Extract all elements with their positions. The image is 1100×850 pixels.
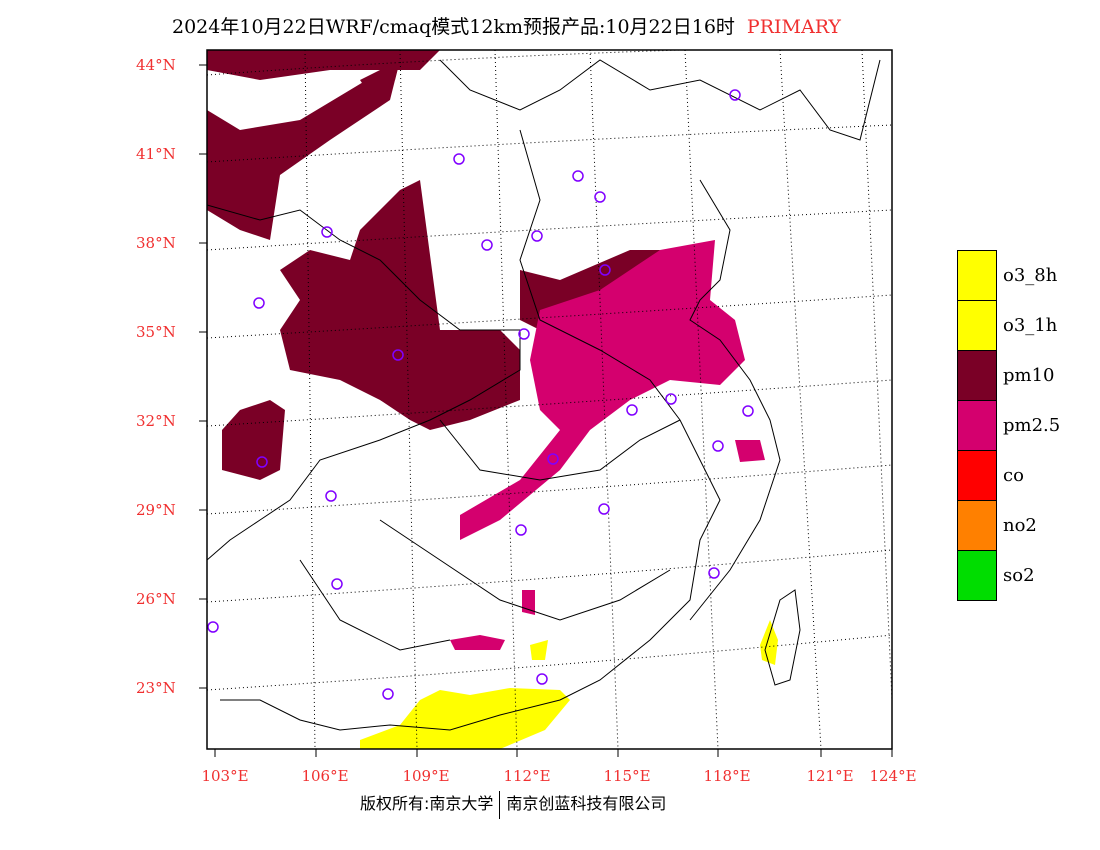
pm10-region	[207, 50, 660, 480]
legend-item-so2: so2	[957, 549, 1060, 601]
legend-swatch	[957, 350, 997, 400]
station-marker	[594, 191, 606, 203]
station-marker	[547, 453, 559, 465]
legend-label: so2	[1003, 564, 1035, 586]
legend-swatch	[957, 400, 997, 450]
copyright: 版权所有:南京大学 南京创蓝科技有限公司	[360, 790, 666, 819]
lon-label: 106°E	[301, 767, 349, 785]
legend-swatch	[957, 300, 997, 350]
station-marker	[321, 226, 333, 238]
station-marker	[325, 490, 337, 502]
copyright-left: 版权所有:南京大学	[360, 794, 494, 813]
legend-item-pm25: pm2.5	[957, 400, 1060, 450]
station-marker	[712, 440, 724, 452]
station-marker	[708, 567, 720, 579]
station-marker	[599, 264, 611, 276]
lat-label: 38°N	[136, 234, 176, 252]
legend-label: o3_1h	[1003, 314, 1058, 336]
station-marker	[453, 153, 465, 165]
station-marker	[729, 89, 741, 101]
divider	[499, 790, 501, 819]
lon-label: 112°E	[503, 767, 551, 785]
legend-label: pm2.5	[1003, 414, 1061, 436]
map-frame	[206, 49, 893, 750]
lon-label: 121°E	[806, 767, 854, 785]
legend-swatch	[957, 549, 997, 601]
lat-label: 35°N	[136, 323, 176, 341]
legend-label: no2	[1003, 514, 1037, 536]
grid-lines	[207, 50, 892, 749]
station-marker	[481, 239, 493, 251]
lon-label: 115°E	[603, 767, 651, 785]
station-marker	[515, 524, 527, 536]
legend-swatch	[957, 450, 997, 500]
station-marker	[572, 170, 584, 182]
station-marker	[518, 328, 530, 340]
map-title: 2024年10月22日WRF/cmaq模式12km预报产品:10月22日16时 P…	[172, 12, 841, 39]
pm25-region	[450, 240, 765, 650]
station-marker	[331, 578, 343, 590]
legend-label: o3_8h	[1003, 264, 1058, 286]
lat-label: 29°N	[136, 501, 176, 519]
station-marker	[382, 688, 394, 700]
legend-swatch	[957, 500, 997, 550]
monitoring-stations	[207, 89, 754, 700]
boundaries	[207, 59, 881, 731]
lon-label: 103°E	[201, 767, 249, 785]
legend-item-no2: no2	[957, 500, 1060, 550]
legend-item-pm10: pm10	[957, 350, 1060, 400]
station-marker	[665, 393, 677, 405]
station-marker	[536, 673, 548, 685]
lat-label: 23°N	[136, 679, 176, 697]
copyright-right: 南京创蓝科技有限公司	[506, 794, 667, 813]
station-marker	[531, 230, 543, 242]
station-marker	[598, 503, 610, 515]
o3-region	[360, 620, 778, 749]
station-marker	[742, 405, 754, 417]
primary-tag: PRIMARY	[746, 16, 841, 38]
station-marker	[253, 297, 265, 309]
lon-label: 124°E	[869, 767, 917, 785]
title-text: 2024年10月22日WRF/cmaq模式12km预报产品:10月22日16时	[172, 16, 735, 38]
lon-label: 109°E	[402, 767, 450, 785]
station-marker	[392, 349, 404, 361]
legend: o3_8h o3_1h pm10 pm2.5 co no2 so2	[957, 250, 1060, 601]
legend-swatch	[957, 250, 997, 300]
lat-label: 32°N	[136, 412, 176, 430]
legend-label: pm10	[1003, 364, 1055, 386]
station-marker	[626, 404, 638, 416]
legend-item-co: co	[957, 450, 1060, 500]
station-marker	[207, 621, 219, 633]
lat-label: 26°N	[136, 590, 176, 608]
lat-label: 44°N	[136, 56, 176, 74]
station-marker	[256, 456, 268, 468]
lat-label: 41°N	[136, 145, 176, 163]
legend-label: co	[1003, 464, 1024, 486]
legend-item-o3-1h: o3_1h	[957, 300, 1060, 350]
lon-label: 118°E	[703, 767, 751, 785]
legend-item-o3-8h: o3_8h	[957, 250, 1060, 300]
